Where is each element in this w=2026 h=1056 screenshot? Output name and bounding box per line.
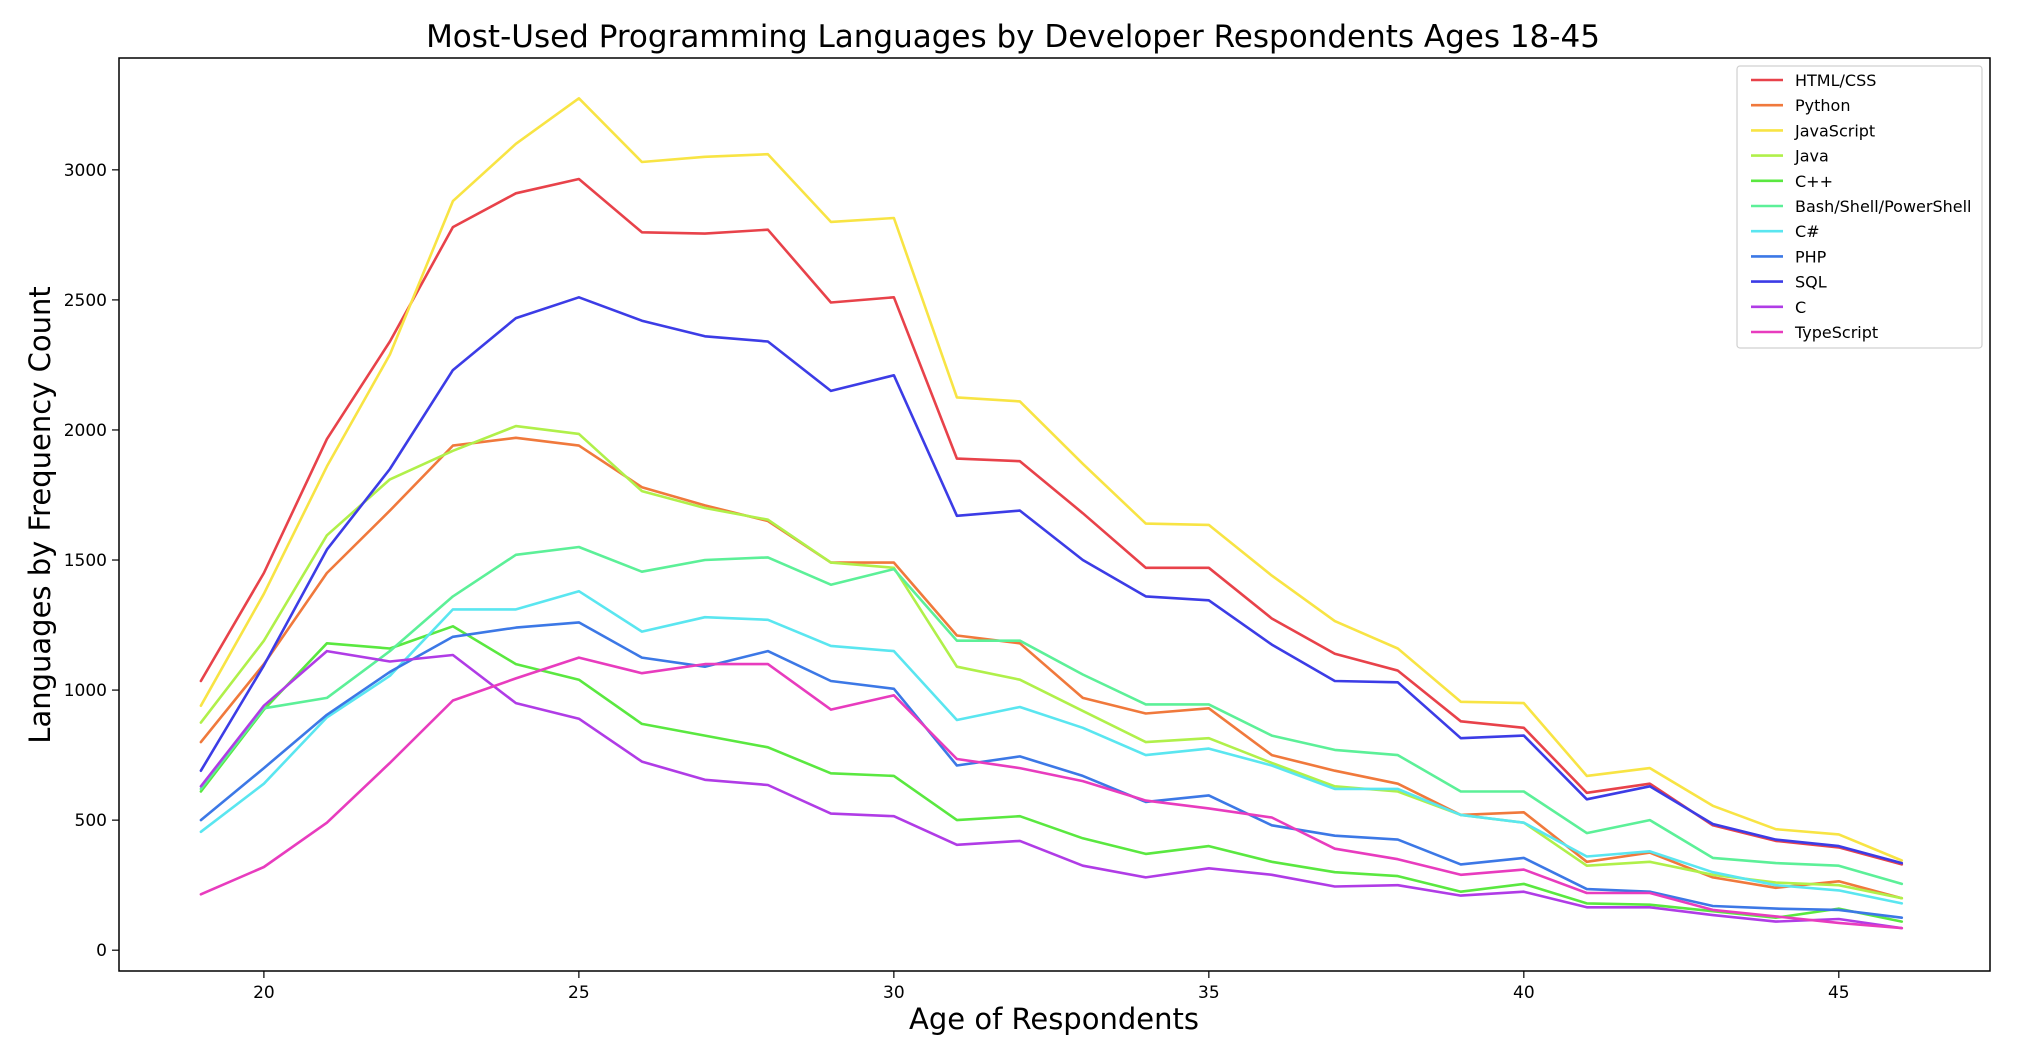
legend-item: C	[1751, 298, 1806, 317]
series-line-bash-shell-powershell	[199, 545, 1904, 886]
legend-box	[1736, 65, 1983, 349]
x-tick-label: 45	[1828, 983, 1850, 1003]
y-tick-label: 1500	[64, 551, 107, 571]
series-line-java	[199, 424, 1904, 900]
y-tick-label: 3000	[64, 161, 107, 181]
legend-item: C#	[1751, 222, 1820, 241]
series-line-c-	[199, 624, 1904, 923]
series-line-javascript	[199, 97, 1904, 862]
legend-label: PHP	[1795, 247, 1827, 266]
legend-label: C#	[1795, 222, 1820, 241]
legend-label: C++	[1795, 172, 1833, 191]
legend-item: JavaScript	[1751, 121, 1875, 140]
legend-item: Python	[1751, 96, 1850, 115]
x-tick-label: 40	[1513, 983, 1535, 1003]
legend-label: JavaScript	[1794, 121, 1875, 140]
y-axis-ticks: 0 500 1000 1500 2000 2500 3000	[64, 161, 119, 961]
y-axis-label: Languages by Frequency Count	[23, 286, 57, 743]
legend: HTML/CSS Python JavaScript Java C++ Bash/Shel…	[1736, 65, 1983, 349]
legend-item: C++	[1751, 172, 1833, 191]
series-line-c-	[199, 589, 1904, 905]
y-tick-label: 500	[75, 811, 107, 831]
legend-label: Python	[1795, 96, 1850, 115]
y-tick-label: 2500	[64, 291, 107, 311]
legend-item: Bash/Shell/PowerShell	[1751, 197, 1971, 216]
x-axis-ticks: 20 25 30 35 40 45	[253, 971, 1850, 1003]
legend-label: SQL	[1795, 273, 1827, 292]
series-line-typescript	[199, 656, 1904, 930]
legend-item: PHP	[1751, 247, 1827, 266]
series-line-html-css	[199, 177, 1904, 866]
chart-title: Most-Used Programming Languages by Devel…	[426, 19, 1600, 55]
x-tick-label: 35	[1198, 983, 1220, 1003]
legend-item: SQL	[1751, 273, 1827, 292]
x-tick-label: 20	[253, 983, 275, 1003]
y-tick-label: 0	[96, 941, 107, 961]
x-tick-label: 25	[568, 983, 590, 1003]
y-tick-label: 2000	[64, 421, 107, 441]
plot-frame	[118, 57, 1991, 972]
series-line-php	[199, 621, 1904, 920]
x-axis-label: Age of Respondents	[909, 1002, 1199, 1036]
legend-item: HTML/CSS	[1751, 71, 1876, 90]
legend-label: HTML/CSS	[1795, 71, 1876, 90]
x-tick-label: 30	[883, 983, 905, 1003]
legend-item: Java	[1751, 147, 1829, 166]
legend-item: TypeScript	[1751, 323, 1878, 342]
series-line-python	[199, 436, 1904, 900]
legend-label: TypeScript	[1794, 323, 1878, 342]
legend-label: Java	[1794, 147, 1829, 166]
legend-label: Bash/Shell/PowerShell	[1795, 197, 1971, 216]
series-line-sql	[199, 295, 1904, 865]
plot-area	[199, 97, 1904, 930]
series-line-c	[199, 649, 1904, 930]
y-tick-label: 1000	[64, 681, 107, 701]
legend-label: C	[1795, 298, 1806, 317]
